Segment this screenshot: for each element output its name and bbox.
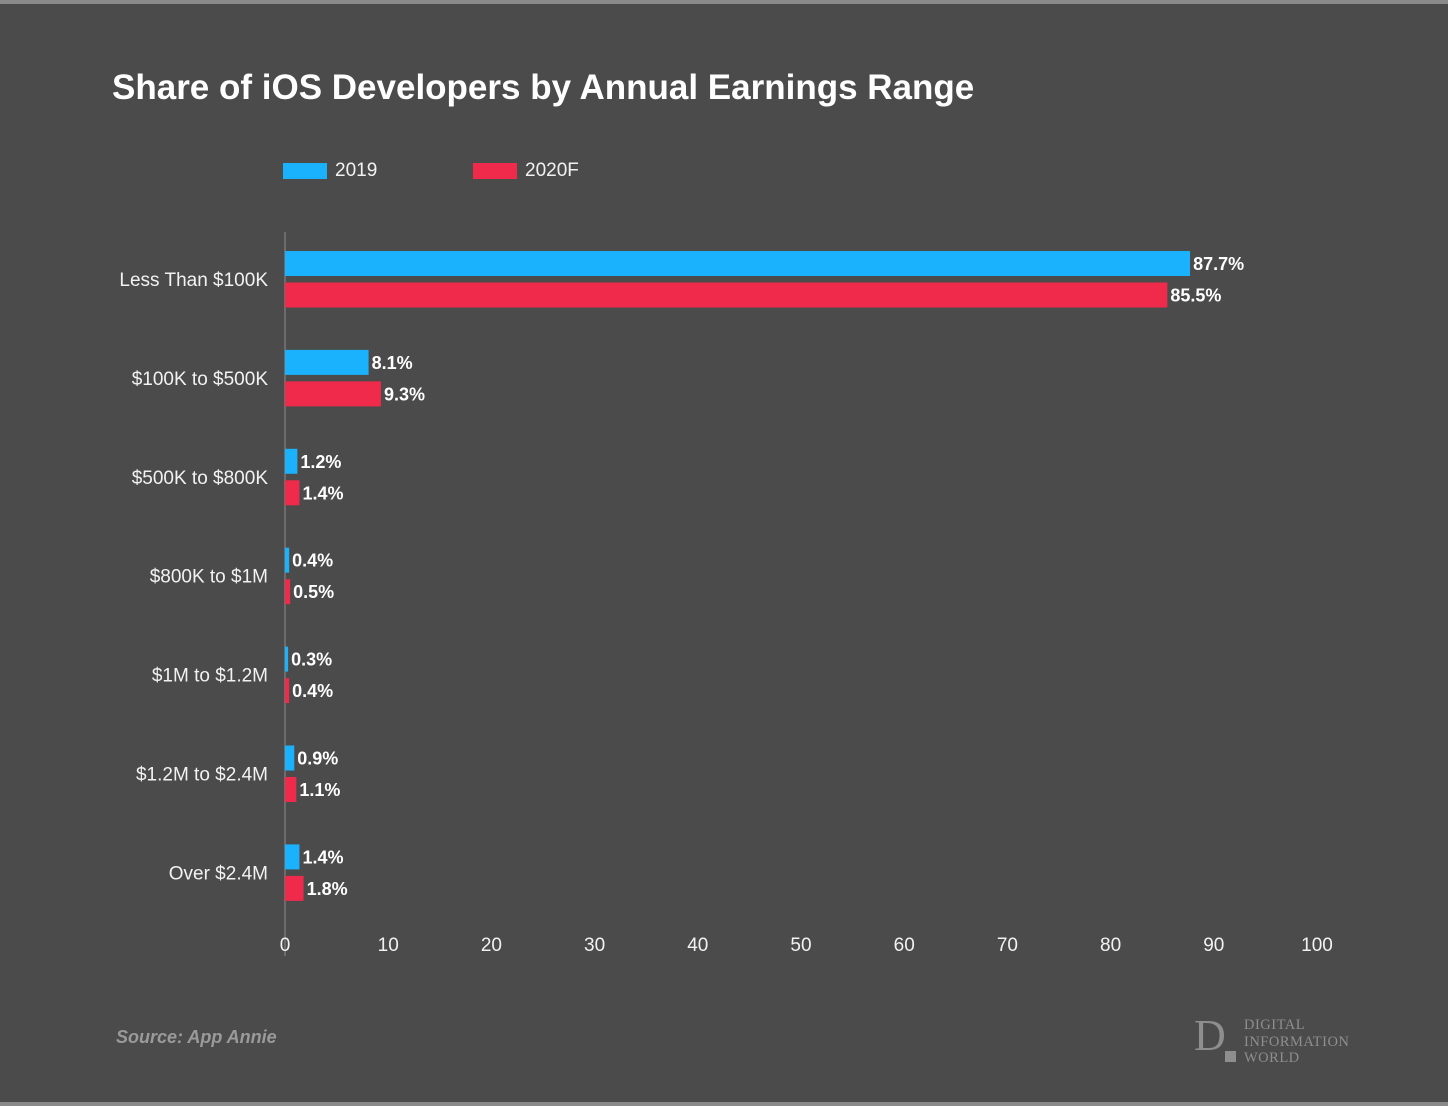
category-label: Over $2.4M xyxy=(169,863,268,884)
data-label: 1.1% xyxy=(299,780,340,800)
data-label: 0.9% xyxy=(297,749,338,769)
x-tick-label: 90 xyxy=(1203,935,1224,956)
bar-2019 xyxy=(285,646,289,672)
data-label: 1.4% xyxy=(302,483,343,503)
data-label: 0.3% xyxy=(291,650,332,670)
data-label: 1.8% xyxy=(307,879,348,899)
data-label: 1.2% xyxy=(300,452,341,472)
x-tick-label: 70 xyxy=(997,935,1018,956)
data-label: 85.5% xyxy=(1170,286,1221,306)
chart-title: Share of iOS Developers by Annual Earnin… xyxy=(112,68,975,107)
legend-item-2019[interactable]: 2019 xyxy=(283,160,377,182)
x-tick-label: 80 xyxy=(1100,935,1121,956)
bar-2020f xyxy=(285,480,300,506)
bar-2019 xyxy=(285,547,290,573)
data-label: 0.4% xyxy=(292,681,333,701)
legend-label-2020f: 2020F xyxy=(525,160,579,181)
data-label: 87.7% xyxy=(1193,254,1244,274)
data-label: 9.3% xyxy=(384,384,425,404)
bar-2020f xyxy=(285,777,297,802)
category-label: $800K to $1M xyxy=(150,567,268,588)
x-tick-label: 20 xyxy=(481,935,502,956)
bar-2020f xyxy=(285,381,381,407)
data-label: 8.1% xyxy=(372,353,413,373)
x-tick-label: 60 xyxy=(894,935,915,956)
legend-item-2020f[interactable]: 2020F xyxy=(473,160,579,182)
bar-2019 xyxy=(285,448,298,474)
logo-line-3: WORLD xyxy=(1244,1050,1300,1066)
legend-label-2019: 2019 xyxy=(335,160,378,181)
top-border xyxy=(0,0,1448,4)
bar-2019 xyxy=(285,349,369,375)
bar-2020f xyxy=(285,579,291,605)
category-label: $100K to $500K xyxy=(132,369,269,390)
data-label: 1.4% xyxy=(302,847,343,867)
bar-2019 xyxy=(285,251,1191,276)
data-label: 0.4% xyxy=(292,551,333,571)
x-tick-label: 0 xyxy=(280,935,291,956)
category-label: Less Than $100K xyxy=(119,270,268,291)
x-tick-label: 40 xyxy=(687,935,708,956)
x-tick-label: 50 xyxy=(790,935,811,956)
logo-letter: D xyxy=(1194,1011,1226,1060)
category-label: $500K to $800K xyxy=(132,468,269,489)
x-tick-label: 100 xyxy=(1301,935,1333,956)
logo-line-1: DIGITAL xyxy=(1244,1017,1306,1033)
bar-2019 xyxy=(285,745,295,771)
logo-text: DIGITAL INFORMATION WORLD xyxy=(1244,1017,1349,1067)
bar-2019 xyxy=(285,844,300,870)
bar-2020f xyxy=(285,875,304,901)
brand-logo: D DIGITAL INFORMATION WORLD xyxy=(1194,1011,1364,1070)
x-tick-label: 30 xyxy=(584,935,605,956)
data-label: 0.5% xyxy=(293,582,334,602)
category-label: $1.2M to $2.4M xyxy=(136,765,268,786)
x-tick-label: 10 xyxy=(378,935,399,956)
category-label: $1M to $1.2M xyxy=(152,666,268,687)
bottom-border xyxy=(0,1102,1448,1106)
source-note: Source: App Annie xyxy=(116,1027,277,1047)
logo-line-2: INFORMATION xyxy=(1244,1033,1350,1050)
legend-swatch-2019 xyxy=(283,163,327,179)
bar-2020f xyxy=(285,282,1168,308)
legend-swatch-2020f xyxy=(473,163,517,179)
logo-square-icon xyxy=(1225,1051,1236,1062)
bar-2020f xyxy=(285,678,290,704)
